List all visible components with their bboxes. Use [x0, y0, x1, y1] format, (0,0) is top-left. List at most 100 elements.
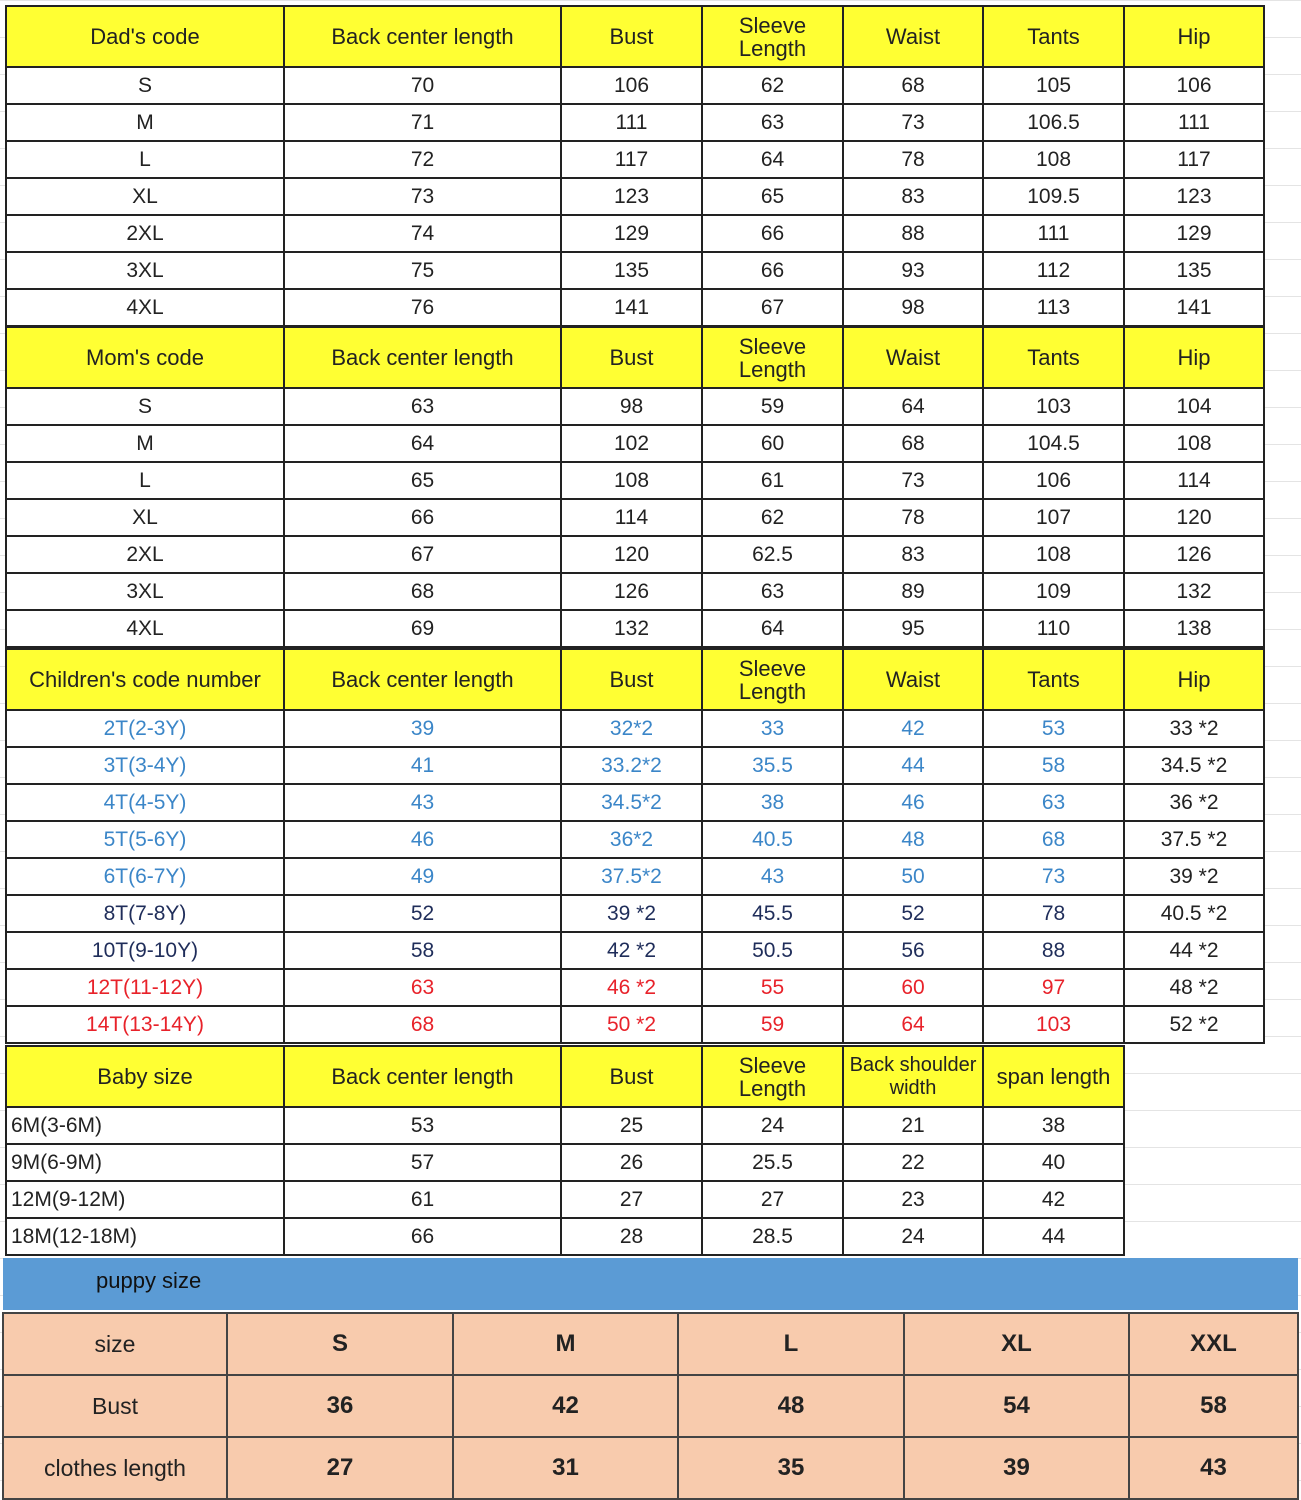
measurement-cell: 25.5 — [701, 1143, 844, 1182]
column-header: span length — [982, 1045, 1125, 1108]
table-row: XL 66 114 62 78 107 120 — [5, 498, 1265, 537]
table-row: 3T(3-4Y) 41 33.2*2 35.5 44 58 34.5 *2 — [5, 746, 1265, 785]
measurement-cell: 44 — [982, 1217, 1125, 1256]
measurement-cell: 141 — [1123, 288, 1265, 327]
measurement-cell: 33.2*2 — [560, 746, 703, 785]
measurement-cell: 108 — [1123, 424, 1265, 463]
measurement-cell: 48 — [842, 820, 984, 859]
measurement-cell: 110 — [982, 609, 1125, 648]
measurement-cell: 50 *2 — [560, 1005, 703, 1044]
puppy-cell: L — [677, 1312, 905, 1376]
measurement-cell: 129 — [560, 214, 703, 253]
column-header: Sleeve Length — [701, 326, 844, 389]
size-label: 3XL — [5, 572, 285, 611]
measurement-cell: 27 — [701, 1180, 844, 1219]
table-row: 12M(9-12M) 61 27 27 23 42 — [5, 1180, 1125, 1219]
size-label: 2XL — [5, 535, 285, 574]
size-label: M — [5, 103, 285, 142]
measurement-cell: 107 — [982, 498, 1125, 537]
measurement-cell: 63 — [701, 572, 844, 611]
measurement-cell: 68 — [982, 820, 1125, 859]
table-row: S 63 98 59 64 103 104 — [5, 387, 1265, 426]
header-row: Dad's code Back center length Bust Sleeve L… — [5, 5, 1265, 68]
measurement-cell: 64 — [842, 387, 984, 426]
header-row: Baby size Back center length Bust Sleeve Le… — [5, 1045, 1125, 1108]
measurement-cell: 37.5 *2 — [1123, 820, 1265, 859]
measurement-cell: 135 — [1123, 251, 1265, 290]
measurement-cell: 114 — [560, 498, 703, 537]
size-label: XL — [5, 498, 285, 537]
measurement-cell: 105 — [982, 66, 1125, 105]
measurement-cell: 59 — [701, 1005, 844, 1044]
measurement-cell: 61 — [701, 461, 844, 500]
size-label: 9M(6-9M) — [5, 1143, 285, 1182]
column-header: Tants — [982, 5, 1125, 68]
puppy-cell: 42 — [452, 1374, 679, 1438]
measurement-cell: 59 — [701, 387, 844, 426]
measurement-cell: 78 — [982, 894, 1125, 933]
measurement-cell: 109.5 — [982, 177, 1125, 216]
measurement-cell: 60 — [842, 968, 984, 1007]
header-row: Children's code number Back center length… — [5, 648, 1265, 711]
measurement-cell: 68 — [283, 1005, 562, 1044]
measurement-cell: 44 — [842, 746, 984, 785]
measurement-cell: 52 — [283, 894, 562, 933]
size-label: 10T(9-10Y) — [5, 931, 285, 970]
column-header: Back center length — [283, 648, 562, 711]
measurement-cell: 97 — [982, 968, 1125, 1007]
measurement-cell: 108 — [982, 140, 1125, 179]
column-header: Tants — [982, 648, 1125, 711]
column-header: Bust — [560, 5, 703, 68]
measurement-cell: 111 — [560, 103, 703, 142]
puppy-row: Bust 36 42 48 54 58 — [2, 1374, 1299, 1438]
puppy-size-table: size S M L XL XXL Bust 36 42 48 54 58 clothes length… — [2, 1312, 1299, 1500]
measurement-cell: 67 — [283, 535, 562, 574]
measurement-cell: 117 — [560, 140, 703, 179]
column-header: Hip — [1123, 5, 1265, 68]
puppy-cell: 31 — [452, 1436, 679, 1500]
table-row: 3XL 75 135 66 93 112 135 — [5, 251, 1265, 290]
puppy-cell: 54 — [903, 1374, 1130, 1438]
column-header: Waist — [842, 326, 984, 389]
measurement-cell: 50.5 — [701, 931, 844, 970]
measurement-cell: 132 — [560, 609, 703, 648]
measurement-cell: 74 — [283, 214, 562, 253]
puppy-cell: 48 — [677, 1374, 905, 1438]
measurement-cell: 68 — [842, 424, 984, 463]
measurement-cell: 123 — [1123, 177, 1265, 216]
measurement-cell: 120 — [1123, 498, 1265, 537]
table-row: 3XL 68 126 63 89 109 132 — [5, 572, 1265, 611]
size-label: 12M(9-12M) — [5, 1180, 285, 1219]
measurement-cell: 28.5 — [701, 1217, 844, 1256]
measurement-cell: 64 — [701, 140, 844, 179]
size-label: 18M(12-18M) — [5, 1217, 285, 1256]
header-row: Mom's code Back center length Bust Sleeve L… — [5, 326, 1265, 389]
measurement-cell: 108 — [560, 461, 703, 500]
measurement-cell: 69 — [283, 609, 562, 648]
measurement-cell: 132 — [1123, 572, 1265, 611]
measurement-cell: 23 — [842, 1180, 984, 1219]
size-label: L — [5, 140, 285, 179]
size-label: L — [5, 461, 285, 500]
measurement-cell: 46 — [842, 783, 984, 822]
table-row: 12T(11-12Y) 63 46 *2 55 60 97 48 *2 — [5, 968, 1265, 1007]
measurement-cell: 40 — [982, 1143, 1125, 1182]
measurement-cell: 73 — [283, 177, 562, 216]
table-row: 2XL 74 129 66 88 111 129 — [5, 214, 1265, 253]
table-row: 8T(7-8Y) 52 39 *2 45.5 52 78 40.5 *2 — [5, 894, 1265, 933]
measurement-cell: 68 — [842, 66, 984, 105]
measurement-cell: 42 — [982, 1180, 1125, 1219]
measurement-cell: 33 *2 — [1123, 709, 1265, 748]
measurement-cell: 93 — [842, 251, 984, 290]
size-label: 6T(6-7Y) — [5, 857, 285, 896]
measurement-cell: 44 *2 — [1123, 931, 1265, 970]
size-label: XL — [5, 177, 285, 216]
measurement-cell: 109 — [982, 572, 1125, 611]
table-row: L 65 108 61 73 106 114 — [5, 461, 1265, 500]
measurement-cell: 70 — [283, 66, 562, 105]
size-label: 6M(3-6M) — [5, 1106, 285, 1145]
measurement-cell: 73 — [842, 103, 984, 142]
measurement-cell: 65 — [701, 177, 844, 216]
size-label: 4T(4-5Y) — [5, 783, 285, 822]
puppy-cell: 35 — [677, 1436, 905, 1500]
